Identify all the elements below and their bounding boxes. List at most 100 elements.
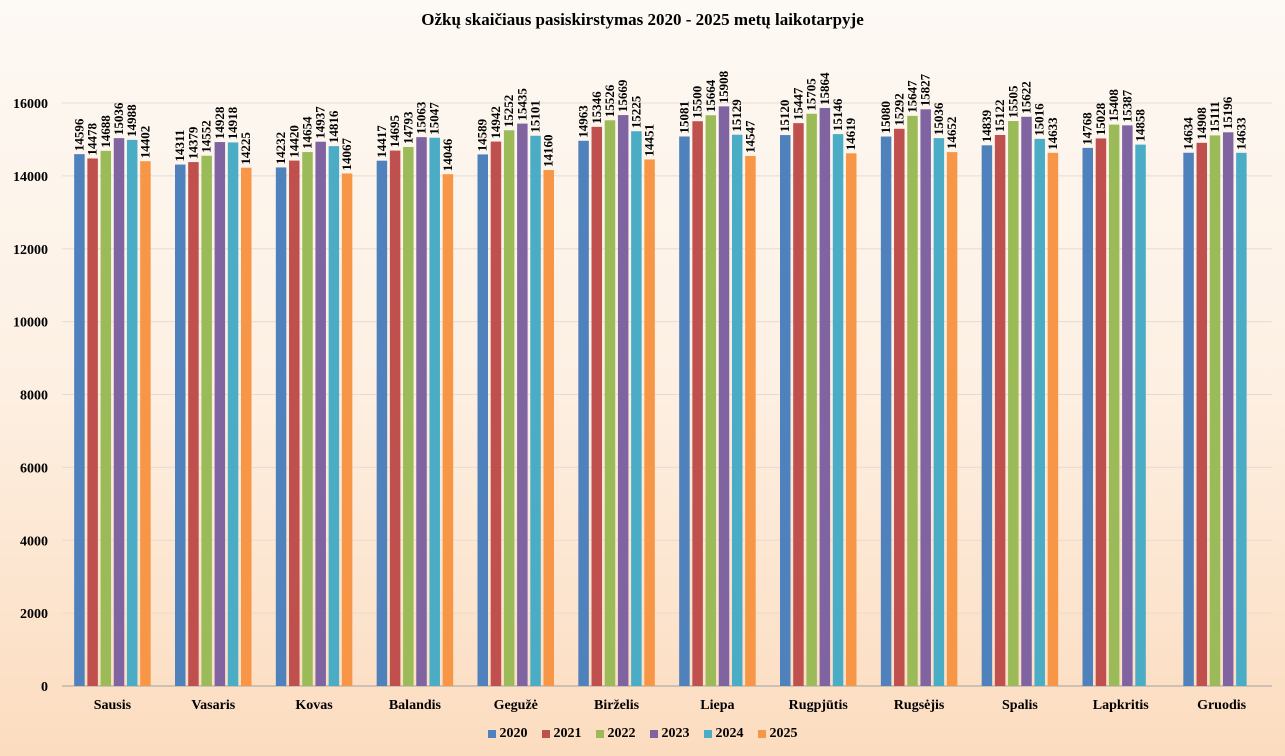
bar [328, 146, 340, 687]
bar [517, 123, 528, 687]
data-label: 15047 [427, 102, 442, 135]
data-label: 15864 [817, 72, 832, 105]
x-tick-label: Kovas [295, 698, 333, 713]
data-label: 14942 [488, 106, 503, 139]
bar [907, 115, 918, 687]
bar [591, 126, 603, 686]
bar [819, 107, 831, 686]
data-label: 14232 [273, 132, 288, 165]
bar [429, 137, 440, 686]
bar [490, 141, 502, 686]
data-label: 15146 [830, 98, 845, 131]
data-label: 15500 [690, 86, 705, 119]
legend-item: 2023 [649, 726, 690, 742]
data-label: 15435 [514, 88, 529, 121]
bar [1034, 138, 1045, 687]
bar [289, 160, 300, 687]
y-tick-label: 6000 [20, 461, 48, 476]
data-label: 14547 [742, 120, 757, 153]
bar [631, 131, 642, 686]
x-tick-label: Rugpjūtis [789, 698, 849, 713]
data-label: 14816 [326, 110, 341, 143]
bar [442, 174, 454, 687]
bar [1222, 132, 1234, 686]
legend-swatch [649, 730, 658, 738]
data-label: 15827 [918, 73, 933, 106]
bar [806, 113, 817, 686]
data-label: 14478 [85, 122, 100, 155]
data-label: 14596 [71, 118, 86, 151]
y-tick-label: 12000 [13, 243, 48, 258]
bar [543, 170, 554, 687]
x-tick-label: Sausis [94, 698, 132, 713]
bar [1082, 147, 1093, 687]
data-label: 15908 [716, 70, 731, 103]
bar [389, 150, 401, 687]
x-tick-label: Balandis [389, 698, 442, 713]
data-label: 14858 [1133, 109, 1148, 142]
data-label: 15669 [615, 79, 630, 112]
bar [477, 154, 488, 686]
data-label: 15122 [992, 99, 1007, 132]
data-label: 14695 [387, 115, 402, 148]
data-label: 15129 [729, 99, 744, 132]
x-tick-label: Gegužė [494, 698, 538, 713]
y-tick-label: 0 [41, 680, 48, 695]
bar [341, 173, 353, 686]
bar [745, 155, 756, 686]
data-label: 14688 [98, 115, 113, 148]
data-label: 15647 [904, 80, 919, 113]
data-label: 15016 [1032, 103, 1047, 136]
data-label: 15036 [111, 102, 126, 135]
bar [1196, 142, 1208, 687]
x-tick-label: Gruodis [1197, 698, 1247, 713]
data-label: 14420 [286, 125, 301, 158]
bar [933, 138, 945, 687]
legend-item: 2025 [757, 726, 798, 742]
data-label: 15408 [1106, 89, 1121, 122]
data-label: 14619 [843, 117, 858, 150]
data-label: 14225 [238, 132, 253, 165]
data-label: 15292 [891, 93, 906, 126]
data-label: 15387 [1119, 89, 1134, 122]
legend-label: 2020 [499, 726, 528, 741]
data-label: 14633 [1233, 117, 1248, 150]
bar [832, 134, 844, 687]
data-label: 15705 [804, 78, 819, 111]
data-label: 15120 [777, 100, 792, 133]
data-label: 14793 [400, 111, 415, 144]
data-label: 14963 [576, 105, 591, 138]
bar [188, 162, 199, 686]
bar [644, 159, 655, 687]
bar [780, 135, 791, 686]
bar [981, 145, 993, 686]
bar [617, 115, 629, 687]
bar [793, 123, 804, 686]
bar [1236, 152, 1247, 686]
bar [1108, 124, 1120, 687]
data-label: 14417 [374, 125, 389, 158]
data-label: 14311 [172, 130, 187, 162]
data-label: 14160 [541, 135, 556, 168]
data-label: 15346 [589, 91, 604, 124]
legend-item: 2020 [487, 726, 528, 742]
data-label: 15036 [931, 102, 946, 135]
legend-item: 2021 [541, 726, 582, 742]
bar [530, 135, 541, 686]
bar [692, 121, 703, 686]
data-label: 14768 [1080, 112, 1095, 145]
bar [416, 137, 427, 686]
data-label: 15526 [602, 84, 617, 117]
legend-label: 2022 [607, 726, 636, 741]
y-tick-label: 2000 [20, 607, 48, 622]
bar [201, 155, 212, 687]
data-label: 14379 [185, 126, 200, 159]
legend-swatch [541, 730, 550, 738]
bar [302, 152, 313, 687]
bar [1135, 144, 1146, 686]
data-label: 15111 [1207, 101, 1222, 132]
bar [227, 142, 239, 687]
bar [100, 150, 112, 686]
bar [503, 130, 515, 686]
data-label: 15081 [676, 101, 691, 134]
